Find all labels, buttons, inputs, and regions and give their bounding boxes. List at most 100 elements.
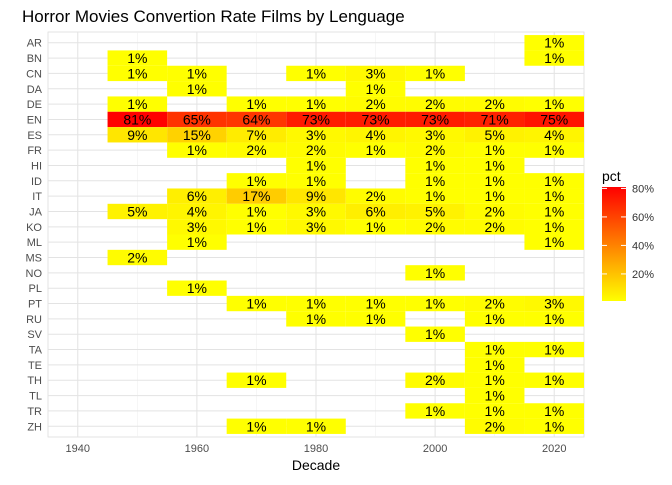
heatmap-cell xyxy=(524,50,584,66)
heatmap-cell xyxy=(286,203,346,220)
heatmap-cell xyxy=(167,234,227,250)
heatmap-cell xyxy=(107,96,168,112)
heatmap-cell xyxy=(226,203,287,220)
heatmap-cell xyxy=(226,173,287,189)
cell-value-label: 1% xyxy=(306,296,326,312)
cell-value-label: 1% xyxy=(544,142,564,158)
cell-value-label: 1% xyxy=(187,142,207,158)
cell-value-label: 1% xyxy=(425,173,445,189)
heatmap-cell xyxy=(524,127,584,143)
cell-value-label: 1% xyxy=(485,142,505,158)
cell-value-label: 71% xyxy=(481,111,509,127)
heatmap-cell xyxy=(405,219,465,235)
y-tick-label: DA xyxy=(27,84,43,96)
heatmap-cell xyxy=(405,203,465,220)
heatmap-cell xyxy=(226,418,287,434)
cell-value-label: 73% xyxy=(421,111,449,127)
y-tick-label: SV xyxy=(27,329,42,341)
cell-value-label: 1% xyxy=(365,81,385,97)
heatmap-cell xyxy=(345,142,406,158)
legend-title: pct xyxy=(602,168,621,184)
heatmap-cell xyxy=(167,280,227,296)
cell-value-label: 1% xyxy=(187,234,207,250)
heatmap-cell xyxy=(286,111,346,128)
heatmap-cell xyxy=(286,157,346,174)
cell-value-label: 1% xyxy=(127,50,147,66)
heatmap-cell xyxy=(167,65,227,82)
heatmap-cell xyxy=(524,96,584,112)
cell-value-label: 2% xyxy=(127,250,147,266)
cell-value-label: 1% xyxy=(306,173,326,189)
heatmap-cell xyxy=(405,188,465,204)
x-axis-title: Decade xyxy=(292,457,340,473)
cell-value-label: 1% xyxy=(485,403,505,419)
cell-value-label: 1% xyxy=(485,342,505,358)
y-tick-label: ES xyxy=(27,130,42,142)
cell-value-label: 2% xyxy=(365,188,385,204)
y-tick-label: TR xyxy=(27,406,42,418)
cell-value-label: 1% xyxy=(485,188,505,204)
cell-value-label: 5% xyxy=(425,203,445,219)
heatmap-cell xyxy=(524,372,584,388)
heatmap-cell xyxy=(286,295,346,312)
cell-value-label: 1% xyxy=(127,65,147,81)
y-tick-label: TH xyxy=(27,375,42,387)
cell-value-label: 9% xyxy=(306,188,326,204)
cell-value-label: 1% xyxy=(425,403,445,419)
cell-value-label: 1% xyxy=(187,280,207,296)
cell-value-label: 81% xyxy=(123,111,151,127)
heatmap-cell xyxy=(405,295,465,312)
heatmap-cell xyxy=(107,111,168,128)
heatmap-cell xyxy=(226,295,287,312)
legend-tick-label: 80% xyxy=(632,183,654,195)
heatmap-cell xyxy=(167,81,227,97)
cell-value-label: 2% xyxy=(425,219,445,235)
cell-value-label: 1% xyxy=(425,157,445,173)
x-tick-label: 1960 xyxy=(185,443,209,455)
y-tick-label: CN xyxy=(26,68,42,80)
cell-value-label: 1% xyxy=(485,157,505,173)
cell-value-label: 2% xyxy=(485,219,505,235)
cell-value-label: 1% xyxy=(306,311,326,327)
legend-tick-label: 60% xyxy=(632,212,654,224)
cell-value-label: 1% xyxy=(485,357,505,373)
heatmap-cell xyxy=(226,127,287,143)
y-tick-label: AR xyxy=(27,38,42,50)
heatmap-cell xyxy=(167,188,227,204)
heatmap-cell xyxy=(226,111,287,128)
y-tick-label: PT xyxy=(28,299,42,311)
x-axis: 1940 1960 1980 2000 2020 xyxy=(66,443,567,455)
y-tick-label: BN xyxy=(27,53,42,65)
heatmap-cell xyxy=(464,418,525,434)
color-legend: pct 20% 40% 60% 80% xyxy=(602,168,654,301)
heatmap-cell xyxy=(345,188,406,204)
cell-value-label: 1% xyxy=(187,81,207,97)
cell-value-label: 1% xyxy=(485,372,505,388)
heatmap-cell xyxy=(345,203,406,220)
heatmap-cell xyxy=(405,372,465,388)
heatmap-cell xyxy=(167,219,227,235)
heatmap-cell xyxy=(345,111,406,128)
heatmap-cell xyxy=(524,188,584,204)
chart-title: Horror Movies Convertion Rate Films by L… xyxy=(22,7,405,26)
cell-value-label: 6% xyxy=(365,203,385,219)
cell-value-label: 1% xyxy=(544,311,564,327)
heatmap-cell xyxy=(405,173,465,189)
heatmap-cell xyxy=(524,203,584,220)
heatmap-cell xyxy=(345,96,406,112)
cell-value-label: 1% xyxy=(425,326,445,342)
cell-value-label: 4% xyxy=(544,127,564,143)
heatmap-cell xyxy=(226,96,287,112)
cell-value-label: 1% xyxy=(306,418,326,434)
cell-value-label: 1% xyxy=(306,157,326,173)
cell-value-label: 15% xyxy=(183,127,211,143)
cell-value-label: 3% xyxy=(306,219,326,235)
x-tick-label: 1980 xyxy=(304,443,328,455)
cell-value-label: 1% xyxy=(425,265,445,281)
cell-value-label: 5% xyxy=(127,203,147,219)
heatmap-cell xyxy=(464,357,525,373)
heatmap-cell xyxy=(524,173,584,189)
heatmap-cell xyxy=(286,188,346,204)
cell-value-label: 1% xyxy=(306,65,326,81)
